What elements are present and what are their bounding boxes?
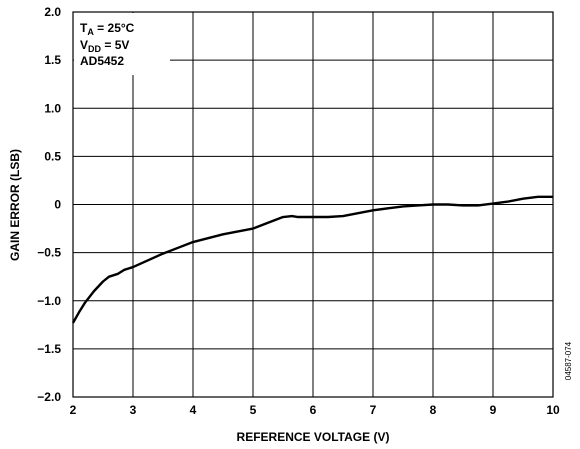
y-tick-label: 1.0 — [44, 101, 61, 115]
annotation-box — [74, 13, 170, 75]
x-tick-label: 6 — [310, 403, 317, 417]
y-axis-label: GAIN ERROR (LSB) — [8, 149, 22, 261]
y-tick-label: −1.5 — [37, 342, 61, 356]
x-tick-label: 9 — [490, 403, 497, 417]
figure-code: 04587-074 — [564, 341, 573, 380]
x-tick-label: 3 — [130, 403, 137, 417]
y-tick-label: 2.0 — [44, 5, 61, 19]
plot-area-frame — [72, 11, 554, 398]
y-tick-label: −0.5 — [37, 246, 61, 260]
x-tick-labels: 2 3 4 5 6 7 8 9 10 — [70, 403, 560, 417]
x-axis-label: REFERENCE VOLTAGE (V) — [237, 430, 390, 444]
y-tick-label: 0 — [54, 198, 61, 212]
y-tick-labels: −2.0 −1.5 −1.0 −0.5 0 0.5 1.0 1.5 2.0 — [37, 5, 61, 404]
annotation-supply-voltage: VDD = 5V — [80, 38, 129, 54]
y-tick-label: 1.5 — [44, 53, 61, 67]
y-tick-label: −2.0 — [37, 390, 61, 404]
x-tick-label: 7 — [370, 403, 377, 417]
annotation-temperature: TA = 25°C — [80, 21, 135, 37]
x-tick-label: 8 — [430, 403, 437, 417]
y-tick-label: 0.5 — [44, 149, 61, 163]
x-tick-label: 10 — [546, 403, 560, 417]
x-tick-label: 4 — [190, 403, 197, 417]
x-tick-label: 5 — [250, 403, 257, 417]
y-tick-label: −1.0 — [37, 294, 61, 308]
annotation-part-number: AD5452 — [80, 54, 124, 68]
x-tick-label: 2 — [70, 403, 77, 417]
series-line-gain-error — [71, 195, 553, 324]
